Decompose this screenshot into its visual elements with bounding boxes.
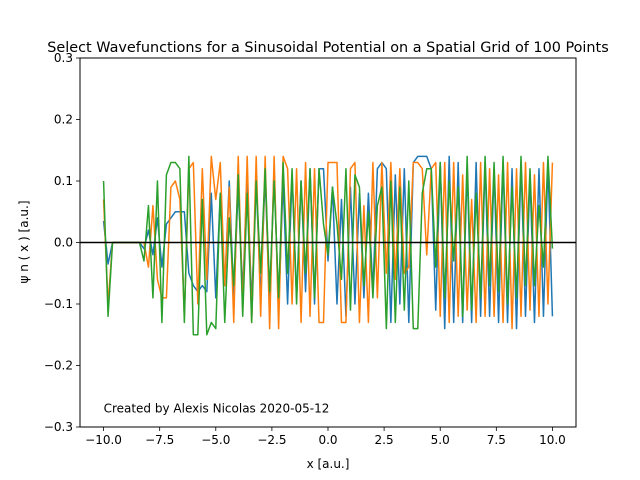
y-axis-ticks: −0.3 −0.2 −0.1 0.0 0.1 0.2 0.3	[44, 51, 80, 434]
x-tick-label: 5.0	[431, 433, 450, 447]
y-tick-label: 0.0	[54, 236, 73, 250]
x-tick-label: 0.0	[318, 433, 337, 447]
y-tick-label: 0.1	[54, 174, 73, 188]
chart-title: Select Wavefunctions for a Sinusoidal Po…	[47, 40, 608, 56]
y-tick-label: −0.1	[44, 297, 73, 311]
x-axis-label: x [a.u.]	[307, 457, 350, 471]
y-axis-label: ψ n ( x ) [a.u.]	[17, 200, 31, 283]
x-tick-label: −7.5	[145, 433, 174, 447]
y-tick-label: −0.2	[44, 359, 73, 373]
x-tick-label: 2.5	[375, 433, 394, 447]
series-layer	[102, 155, 554, 336]
credit-annotation: Created by Alexis Nicolas 2020-05-12	[104, 402, 330, 416]
series-line-2	[102, 155, 554, 330]
x-tick-label: −10.0	[85, 433, 122, 447]
y-tick-label: −0.3	[44, 420, 73, 434]
x-tick-label: −2.5	[257, 433, 286, 447]
y-tick-label: 0.2	[54, 113, 73, 127]
x-tick-label: −5.0	[201, 433, 230, 447]
x-tick-label: 10.0	[539, 433, 566, 447]
series-line-3	[102, 155, 554, 336]
x-tick-label: 7.5	[487, 433, 506, 447]
x-axis-ticks: −10.0 −7.5 −5.0 −2.5 0.0 2.5 5.0 7.5 10.0	[85, 427, 566, 447]
y-tick-label: 0.3	[54, 51, 73, 65]
